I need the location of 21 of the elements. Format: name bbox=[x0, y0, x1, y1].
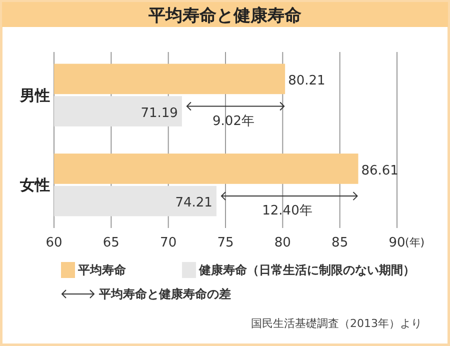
y-tick-label: 男性 bbox=[19, 86, 50, 104]
chart-title: 平均寿命と健康寿命 bbox=[148, 6, 302, 26]
legend-label: 健康寿命（日常生活に制限のない期間） bbox=[198, 263, 415, 278]
data-label: 71.19 bbox=[140, 106, 178, 121]
x-tick-label: 60 bbox=[46, 236, 62, 251]
text: 平均寿命と健康寿命の差 bbox=[98, 287, 231, 302]
y-tick-label: 女性 bbox=[19, 176, 50, 194]
x-axis-title: (年) bbox=[405, 236, 425, 249]
legend-label: 平均寿命 bbox=[77, 263, 127, 278]
data-label: 74.21 bbox=[175, 196, 212, 211]
data-label: 86.61 bbox=[361, 163, 398, 178]
annotation: 12.40年 bbox=[262, 204, 312, 219]
x-tick-label: 65 bbox=[102, 236, 120, 251]
data-label: 80.21 bbox=[288, 73, 326, 88]
x-tick-label: 70 bbox=[160, 236, 177, 251]
text: 国民生活基礎調査（2013年）より bbox=[251, 316, 422, 330]
x-tick-label: 75 bbox=[217, 236, 234, 251]
annotation: 9.02年 bbox=[212, 114, 254, 129]
x-tick-label: 80 bbox=[274, 236, 291, 251]
x-tick-label: 85 bbox=[332, 236, 348, 251]
x-tick-label: 90 bbox=[388, 236, 406, 251]
